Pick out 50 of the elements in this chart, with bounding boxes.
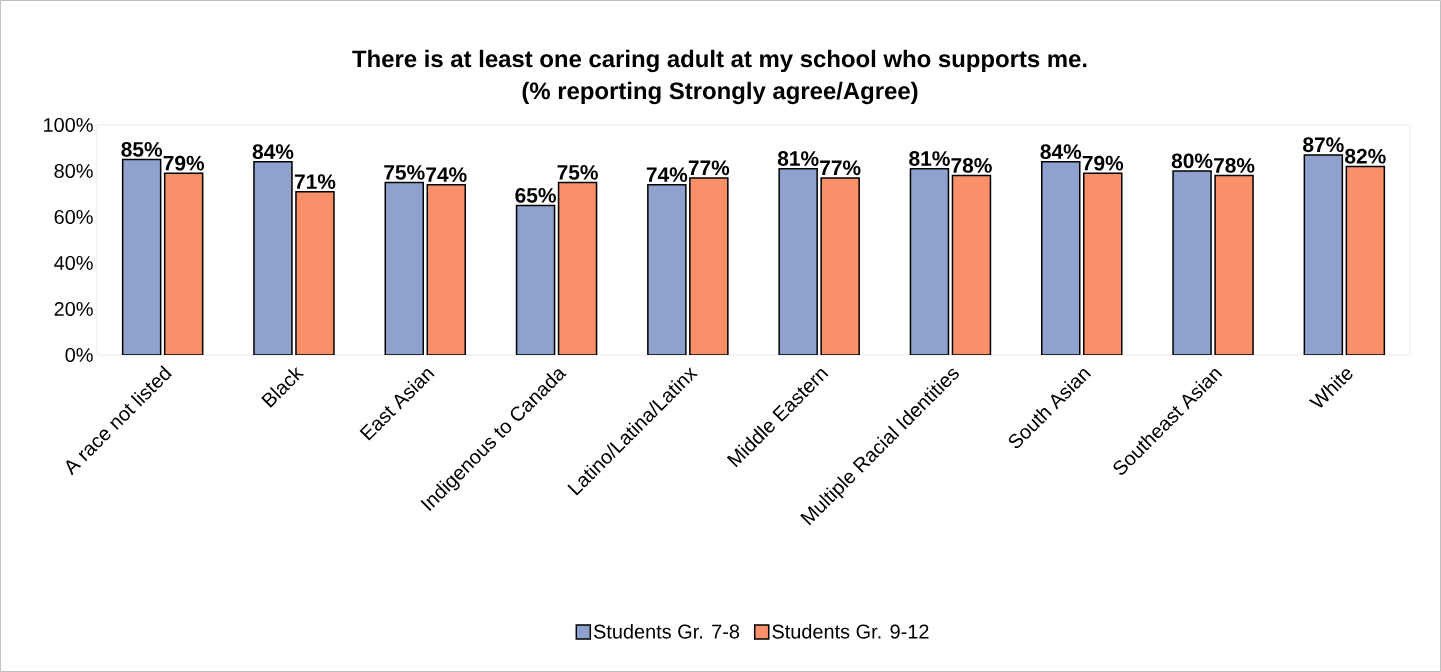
bar	[820, 177, 860, 355]
bar	[1214, 174, 1254, 355]
bar	[515, 204, 556, 355]
data-label: 77%	[820, 160, 861, 176]
data-label: 65%	[515, 187, 556, 203]
bar	[1083, 172, 1123, 355]
data-label: 79%	[1082, 155, 1124, 171]
bar	[1041, 161, 1081, 355]
data-label: 87%	[1303, 137, 1344, 153]
data-label: 77%	[688, 160, 730, 176]
bar	[1172, 170, 1212, 355]
y-tick-label: 60%	[54, 209, 93, 225]
data-label: 82%	[1345, 148, 1386, 164]
bar	[689, 177, 729, 355]
y-tick-label: 40%	[54, 255, 93, 271]
bar	[426, 184, 467, 355]
bar	[778, 167, 818, 355]
y-tick-label: 80%	[54, 163, 93, 179]
bar	[164, 173, 203, 355]
bar	[122, 159, 161, 355]
bar	[951, 174, 992, 355]
bar	[647, 184, 687, 355]
y-tick-label: 100%	[44, 117, 93, 133]
data-label: 81%	[777, 151, 819, 166]
data-label: 75%	[557, 164, 598, 180]
bar	[295, 190, 335, 355]
y-tick-label: 20%	[54, 301, 93, 317]
data-label: 74%	[646, 167, 688, 183]
data-label: 84%	[1040, 144, 1082, 160]
bar	[1303, 154, 1344, 355]
data-label: 71%	[294, 174, 336, 189]
data-label: 81%	[909, 151, 950, 166]
data-label: 84%	[252, 144, 294, 160]
data-label: 85%	[121, 141, 163, 157]
data-label: 79%	[163, 155, 205, 171]
data-label: 78%	[1214, 158, 1255, 173]
legend-label: Students Gr. 7-8	[593, 624, 740, 639]
chart-subtitle: (% reporting Strongly agree/Agree)	[522, 81, 918, 105]
data-label: 75%	[384, 164, 425, 180]
bar	[557, 181, 598, 355]
legend-label: Students Gr. 9-12	[772, 624, 929, 639]
bar	[384, 181, 425, 355]
y-tick-label: 0%	[65, 347, 93, 363]
chart-title: There is at least one caring adult at my school who supports me.	[352, 49, 1087, 73]
data-label: 74%	[426, 167, 467, 183]
bar	[1345, 165, 1386, 355]
bar	[253, 161, 293, 355]
data-label: 78%	[951, 158, 992, 173]
data-label: 80%	[1171, 153, 1213, 169]
bar	[909, 167, 950, 355]
